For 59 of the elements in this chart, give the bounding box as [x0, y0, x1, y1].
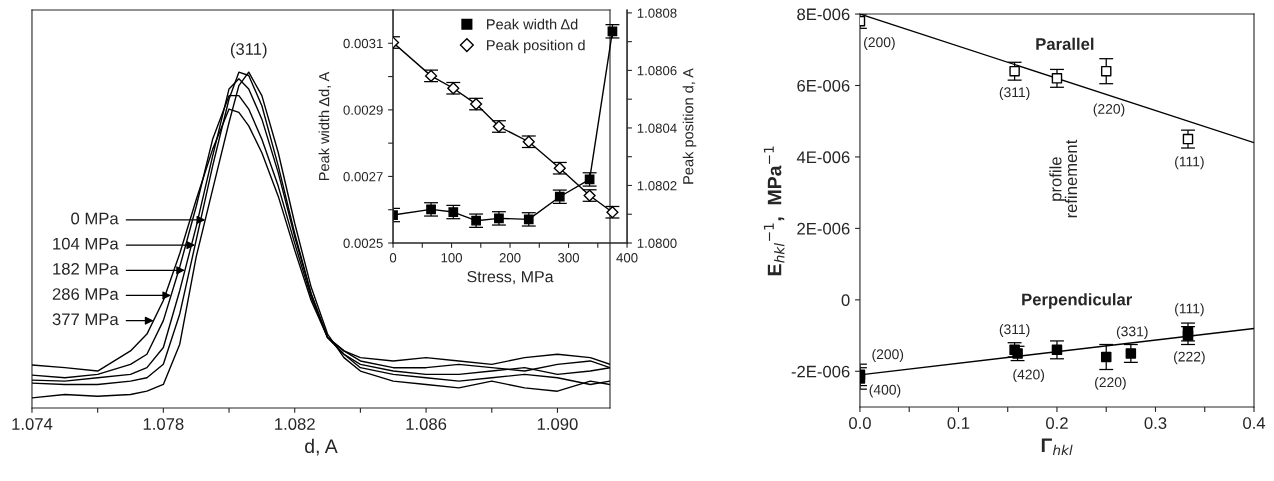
annotation: (331) — [1116, 326, 1148, 340]
legend-label: Peak width Δd — [487, 18, 578, 30]
x-axis-title: d, A — [305, 438, 338, 456]
x-axis-title: Γ$_{hkl}$ — [1041, 438, 1073, 456]
x-tick-label: 0 — [389, 253, 397, 263]
x-tick-label: 1.082 — [275, 418, 315, 430]
y-axis-title: Peak width Δd, A — [318, 71, 332, 181]
legend-label: Peak position d — [487, 39, 585, 54]
annotation: (200) — [872, 348, 904, 362]
y-tick-label: 2E-006 — [797, 222, 850, 235]
x-tick-label: 400 — [616, 253, 638, 263]
y2-axis-title: Peak position d, A — [682, 68, 697, 184]
x-tick-label: 300 — [558, 253, 580, 263]
y2-tick-label: 1.0802 — [637, 181, 677, 191]
y-tick-label: 0 — [841, 294, 850, 307]
y-tick-label: 0.0025 — [343, 238, 383, 248]
x-tick-label: 0.1 — [947, 417, 970, 429]
y2-tick-label: 1.0800 — [637, 238, 677, 248]
y2-tick-label: 1.0806 — [637, 65, 677, 76]
y-tick-label: 0.0027 — [343, 172, 383, 182]
y2-tick-label: 1.0808 — [637, 8, 677, 18]
y-tick-label: 0.0029 — [343, 105, 383, 115]
y-axis-title: E$_{hkl}$$^{−1}$, MPa$^{−1}$ — [763, 146, 785, 276]
x-tick-label: 100 — [441, 253, 463, 263]
x-tick-label: 0.4 — [1243, 417, 1266, 429]
annotation: (400) — [869, 384, 901, 398]
text: (311) — [230, 42, 267, 59]
annotation: profile refinement — [1049, 139, 1078, 218]
x-tick-label: 200 — [499, 253, 521, 263]
annotation: (220) — [1095, 376, 1126, 390]
x-tick-label: 1.090 — [537, 418, 578, 430]
y-tick-label: 0.0031 — [343, 38, 383, 49]
annotation: Parallel — [1036, 37, 1094, 50]
x-axis-title: Stress, MPa — [467, 271, 554, 285]
annotation: (220) — [1093, 103, 1125, 117]
x-tick-label: 1.086 — [406, 418, 447, 430]
x-tick-label: 1.074 — [12, 418, 53, 430]
legend-label: 377 MPa — [52, 313, 119, 326]
y-tick-label: 6E-006 — [797, 79, 850, 92]
x-tick-label: 1.078 — [143, 418, 184, 430]
y-tick-label: 4E-006 — [796, 151, 850, 164]
annotation: (111) — [1175, 156, 1204, 170]
y2-tick-label: 1.0804 — [637, 123, 677, 133]
annotation: (222) — [1174, 351, 1205, 365]
annotation: (420) — [1013, 369, 1045, 383]
legend-label: 104 MPa — [53, 237, 119, 250]
annotation: (200) — [864, 36, 895, 50]
x-tick-label: 0.2 — [1046, 417, 1068, 429]
annotation: (311) — [999, 323, 1030, 337]
legend-label: 286 MPa — [52, 288, 119, 300]
annotation: (111) — [1175, 303, 1204, 317]
legend-label: 182 MPa — [53, 262, 119, 275]
annotation: (311) — [999, 86, 1030, 100]
x-tick-label: 0.0 — [849, 417, 871, 429]
annotation: Perpendicular — [1022, 293, 1132, 309]
x-tick-label: 0.3 — [1144, 417, 1167, 429]
legend-label: 0 MPa — [71, 212, 119, 225]
y-tick-label: 8E-006 — [797, 8, 850, 21]
y-tick-label: -2E-006 — [791, 365, 850, 378]
